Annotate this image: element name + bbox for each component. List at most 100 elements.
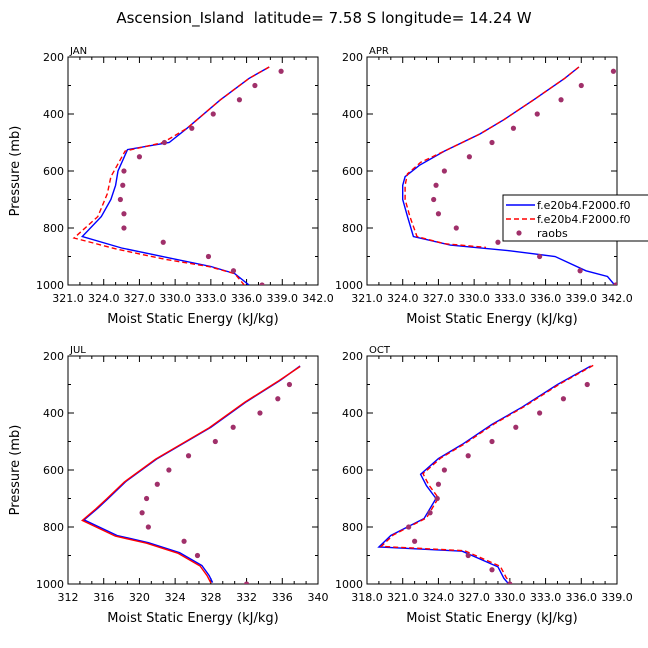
obs-point: [160, 239, 166, 245]
y-tick-label: 200: [43, 51, 64, 64]
x-tick-label: 336.0: [231, 292, 263, 305]
x-tick-label: 328: [200, 591, 221, 604]
x-tick-label: 318.0: [351, 591, 383, 604]
legend-entry-label: raobs: [537, 227, 568, 240]
model1-line: [82, 365, 301, 583]
y-tick-label: 1000: [36, 279, 64, 292]
panel-label: OCT: [369, 345, 391, 356]
series-group: [72, 66, 284, 285]
obs-point: [507, 581, 513, 584]
x-tick-label: 332: [236, 591, 257, 604]
x-tick-label: 324.0: [423, 591, 455, 604]
y-tick-label: 800: [43, 521, 64, 534]
x-axis-label: Moist Static Energy (kJ/kg): [406, 611, 577, 626]
chart-panel-apr: APR 321.0 324.0 327.0 330.0 333.0 336.0 339.0 34…: [335, 46, 633, 327]
series-group: [81, 365, 301, 584]
x-axis-label: Moist Static Energy (kJ/kg): [107, 312, 278, 327]
obs-point: [613, 282, 617, 285]
x-tick-label: 327.0: [423, 292, 455, 305]
model1-line: [377, 365, 592, 584]
x-tick-label: 321.0: [387, 591, 419, 604]
obs-point: [189, 125, 195, 131]
y-tick-label: 600: [342, 464, 363, 477]
obs-point: [230, 424, 236, 430]
obs-point: [466, 154, 472, 160]
obs-point: [578, 82, 584, 89]
obs-point: [431, 196, 437, 203]
model2-line: [81, 365, 301, 584]
obs-point: [278, 68, 284, 74]
y-tick-label: 1000: [335, 279, 363, 292]
x-tick-label: 324.0: [88, 292, 120, 305]
obs-point: [489, 139, 495, 146]
obs-point: [489, 438, 495, 445]
plot-frame: [366, 355, 618, 585]
y-tick-label: 200: [43, 350, 64, 363]
x-tick-label: 339.0: [601, 591, 633, 604]
legend-entry-label: f.e20b4.F2000.f0: [537, 213, 631, 226]
x-tick-label: 324.0: [387, 292, 419, 305]
legend-obs-marker: [516, 230, 522, 236]
obs-point: [236, 97, 243, 103]
obs-point: [117, 196, 123, 203]
x-tick-label: 320: [129, 591, 150, 604]
y-tick-label: 800: [342, 521, 363, 534]
obs-point: [489, 567, 495, 573]
model1-line: [402, 66, 616, 285]
obs-point: [121, 225, 127, 231]
obs-point: [558, 97, 564, 103]
x-tick-label: 333.0: [494, 292, 526, 305]
x-tick-label: 330.0: [458, 292, 490, 305]
x-tick-label: 321.0: [52, 292, 84, 305]
obs-point: [610, 68, 617, 74]
obs-point: [145, 524, 151, 530]
obs-point: [230, 268, 237, 274]
figure-title: Ascension_Island latitude= 7.58 S longit…: [116, 9, 531, 28]
obs-point: [406, 524, 412, 530]
obs-point: [154, 481, 160, 487]
model2-line: [72, 66, 270, 285]
obs-point: [434, 495, 440, 502]
obs-point: [194, 552, 201, 559]
series-group: [377, 364, 594, 584]
obs-point: [537, 410, 543, 416]
chart-panel-jul: JUL 312 316 320 324 328 332 336 340 200 400 600 800 1…: [8, 345, 329, 626]
y-axis-label: Pressure (mb): [8, 425, 23, 516]
obs-point: [161, 139, 168, 146]
obs-point: [120, 182, 126, 188]
y-tick-label: 600: [43, 165, 64, 178]
x-tick-label: 339.0: [566, 292, 598, 305]
y-tick-label: 600: [43, 464, 64, 477]
plot-frame: [366, 56, 618, 286]
x-axis-label: Moist Static Energy (kJ/kg): [107, 611, 278, 626]
legend-box: [502, 194, 648, 242]
obs-point: [537, 253, 543, 260]
obs-point: [584, 381, 590, 388]
y-tick-label: 1000: [36, 578, 64, 591]
obs-point: [139, 510, 145, 516]
x-tick-label: 321.0: [351, 292, 383, 305]
x-tick-label: 316: [93, 591, 114, 604]
obs-point: [205, 253, 212, 260]
obs-point: [259, 282, 265, 285]
x-tick-label: 336.0: [530, 292, 562, 305]
x-tick-label: 333.0: [530, 591, 562, 604]
x-axis-label: Moist Static Energy (kJ/kg): [406, 312, 577, 327]
obs-point: [433, 182, 439, 188]
obs-point: [465, 552, 471, 559]
obs-point: [435, 481, 442, 487]
y-tick-label: 800: [43, 222, 64, 235]
y-tick-label: 400: [342, 108, 363, 121]
y-tick-label: 800: [342, 222, 363, 235]
chart-panel-oct: OCT 318.0 321.0 324.0 327.0 330.0 333.0 336.0 33…: [335, 345, 633, 626]
x-tick-label: 324: [165, 591, 186, 604]
obs-point: [257, 410, 263, 416]
panel-label: JUL: [69, 345, 86, 356]
obs-point: [243, 581, 250, 584]
y-tick-label: 600: [342, 165, 363, 178]
y-tick-label: 400: [43, 407, 64, 420]
obs-point: [143, 495, 150, 502]
y-tick-label: 1000: [335, 578, 363, 591]
model2-line: [379, 364, 594, 584]
